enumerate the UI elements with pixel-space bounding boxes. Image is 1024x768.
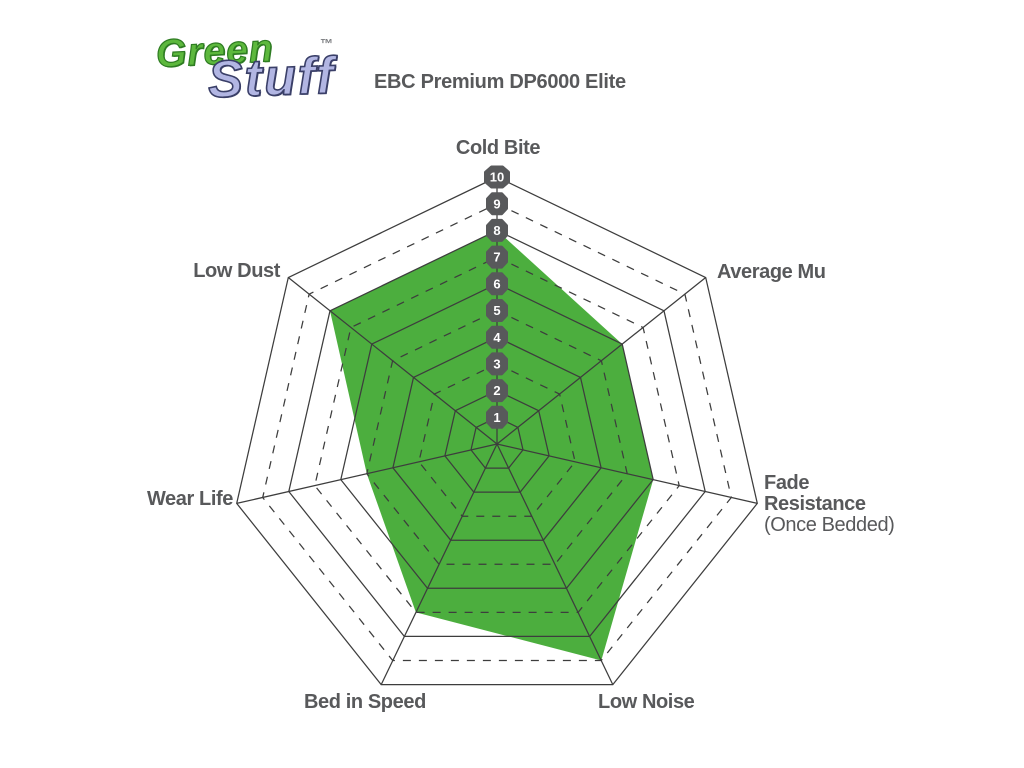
- radar-grid-ring-2: [444, 389, 550, 493]
- axis-label-bed-in-speed: Bed in Speed: [304, 691, 426, 713]
- scale-badge-1: [486, 405, 508, 429]
- radar-grid-ring-1: [470, 416, 524, 469]
- axis-label-fade-resistance: Fade Resistance (Once Bedded): [764, 472, 895, 536]
- radar-grid-ring-6: [340, 283, 654, 589]
- scale-badge-label-6: 6: [493, 276, 500, 291]
- scale-badge-8: [486, 218, 508, 242]
- greenstuff-logo: Green Stuff ™: [150, 26, 355, 128]
- scale-badge-label-9: 9: [493, 196, 500, 211]
- scale-badge-6: [486, 272, 508, 296]
- scale-badge-label-10: 10: [490, 170, 504, 185]
- radar-spoke-3: [496, 443, 758, 505]
- axis-label-fade-line2: Resistance: [764, 493, 866, 515]
- radar-spoke-2: [496, 277, 707, 445]
- radar-grid-ring-3: [418, 363, 576, 517]
- scale-badge-label-4: 4: [493, 330, 501, 345]
- scale-badge-label-1: 1: [493, 410, 500, 425]
- radar-grid-ring-9: [262, 203, 732, 662]
- scale-badge-7: [486, 245, 508, 269]
- chart-title: EBC Premium DP6000 Elite: [374, 71, 626, 93]
- axis-label-low-dust: Low Dust: [193, 260, 280, 282]
- scale-badge-4: [486, 325, 508, 349]
- scale-badge-10: [484, 165, 510, 189]
- scale-badge-5: [486, 299, 508, 322]
- scale-badge-9: [486, 192, 508, 216]
- scale-badge-label-5: 5: [493, 303, 500, 318]
- axis-label-wear-life: Wear Life: [146, 488, 233, 510]
- radar-spoke-4: [496, 443, 614, 685]
- scale-badge-label-7: 7: [493, 250, 500, 265]
- scale-badge-label-3: 3: [493, 357, 500, 372]
- axis-label-fade-sub: (Once Bedded): [764, 514, 895, 536]
- radar-grid-ring-8: [288, 229, 706, 638]
- radar-grid-ring-4: [392, 336, 602, 541]
- scale-badge-3: [486, 352, 508, 376]
- radar-spoke-7: [287, 277, 498, 445]
- axis-label-average-mu: Average Mu: [717, 261, 826, 283]
- radar-spoke-5: [380, 443, 498, 685]
- radar-spoke-6: [236, 443, 498, 505]
- scale-badge-2: [486, 379, 508, 403]
- axis-label-low-noise: Low Noise: [598, 691, 695, 713]
- axis-label-fade-line1: Fade: [764, 472, 810, 494]
- radar-grid-ring-10: [236, 176, 758, 686]
- scale-badge-label-2: 2: [493, 383, 500, 398]
- axis-label-cold-bite: Cold Bite: [455, 137, 541, 159]
- radar-grid-ring-5: [366, 309, 628, 565]
- radar-grid-ring-7: [314, 256, 680, 614]
- scale-badge-label-8: 8: [493, 223, 500, 238]
- trademark-icon: ™: [320, 36, 333, 51]
